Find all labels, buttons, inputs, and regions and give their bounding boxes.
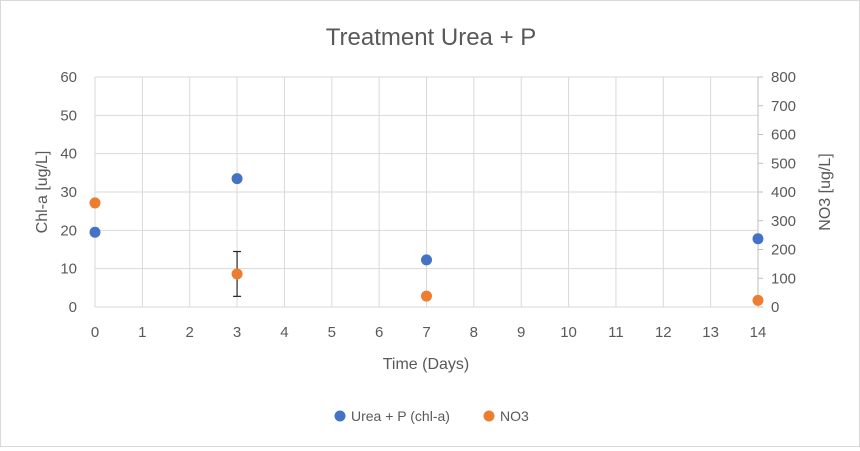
x-tick-label: 7 (422, 324, 430, 341)
legend-label-chl-a: Urea + P (chl-a) (351, 408, 450, 424)
data-points (89, 173, 764, 306)
data-point-no3 (89, 197, 101, 209)
x-tick-label: 11 (608, 324, 624, 341)
x-tick-label: 8 (470, 324, 478, 341)
x-tick-label: 5 (328, 324, 336, 341)
legend: Urea + P (chl-a) NO3 (334, 408, 529, 424)
data-point-chl-a (752, 233, 764, 245)
x-tick-label: 14 (750, 324, 767, 341)
data-point-chl-a (89, 226, 101, 238)
y-tick-label: 0 (69, 299, 77, 316)
y-tick-label: 50 (60, 107, 77, 124)
y2-tick-label: 100 (771, 270, 796, 287)
y2-tick-label: 600 (771, 127, 796, 144)
x-tick-label: 9 (517, 324, 525, 341)
legend-marker-chl-a (334, 410, 346, 422)
data-point-no3 (421, 290, 432, 302)
chart-title: Treatment Urea + P (326, 24, 537, 51)
x-axis-title: Time (Days) (383, 356, 470, 373)
x-tick-label: 6 (375, 324, 383, 341)
y2-tick-label: 200 (771, 242, 796, 259)
y2-tick-label: 800 (771, 69, 796, 86)
x-tick-label: 3 (233, 324, 241, 341)
y2-tick-label: 400 (771, 184, 796, 201)
x-tick-label: 10 (560, 324, 577, 341)
legend-label-no3: NO3 (500, 408, 529, 424)
legend-marker-no3 (483, 410, 495, 422)
x-tick-label: 0 (91, 324, 99, 341)
data-point-no3 (752, 294, 764, 306)
y2-tick-label: 500 (771, 155, 796, 172)
y-tick-label: 60 (60, 69, 77, 86)
y2-tick-label: 0 (771, 299, 779, 316)
x-tick-label: 12 (655, 324, 672, 341)
y-axis-title: Chl-a [ug/L] (34, 151, 51, 234)
x-tick-label: 2 (186, 324, 194, 341)
axes: 0 1 2 3 4 5 6 7 8 9 10 11 12 13 1401020304050600100200… (60, 69, 796, 341)
grid (94, 76, 759, 308)
x-tick-label: 13 (702, 324, 719, 341)
y2-tick-label: 300 (771, 213, 796, 230)
data-point-chl-a (231, 173, 243, 185)
x-tick-label: 1 (138, 324, 146, 341)
data-point-no3 (231, 268, 243, 280)
y-tick-label: 30 (60, 184, 77, 201)
y-tick-label: 20 (60, 222, 77, 239)
y-tick-label: 40 (60, 146, 77, 163)
data-point-chl-a (421, 254, 432, 266)
y-tick-label: 10 (60, 261, 77, 278)
y2-axis-title: NO3 [ug/L] (817, 153, 834, 230)
y2-tick-label: 700 (771, 98, 796, 115)
x-tick-label: 4 (280, 324, 288, 341)
